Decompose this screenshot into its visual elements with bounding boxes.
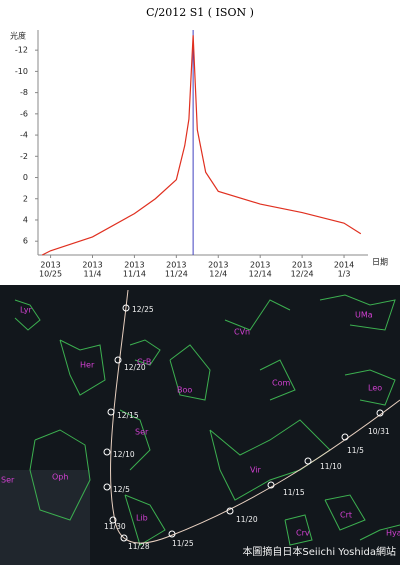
- x-tick-label: 2013: [40, 261, 60, 270]
- date-label: 12/10: [113, 450, 135, 459]
- constellation-line: [29, 429, 91, 521]
- constellation-line: [344, 369, 396, 406]
- x-tick-label: 11/24: [165, 270, 188, 279]
- x-tick-label: 11/14: [123, 270, 146, 279]
- x-tick-label: 2014: [334, 261, 354, 270]
- x-tick-label: 12/4: [209, 270, 227, 279]
- date-label: 12/25: [132, 305, 154, 314]
- orbit-point: [103, 448, 111, 456]
- orbit-point: [107, 408, 115, 416]
- constellation-line: [169, 344, 211, 401]
- constellation-label: UMa: [355, 311, 373, 320]
- date-label: 11/28: [128, 542, 150, 551]
- y-tick-label: -10: [15, 67, 28, 76]
- constellation-label: Oph: [52, 473, 68, 482]
- date-label: 11/5: [347, 446, 364, 455]
- orbit-point: [120, 534, 128, 542]
- date-labels: 12/25 12/20 12/15 12/10 12/5 11/30 11/28…: [104, 305, 390, 551]
- orbit-point: [267, 481, 275, 489]
- date-label: 11/30: [104, 522, 126, 531]
- star-map: Lyr Her CrB Boo CVn UMa Com Leo Ser Oph …: [0, 285, 400, 565]
- orbit-points: [103, 304, 384, 542]
- x-tick-label: 12/24: [291, 270, 314, 279]
- constellation-label: CrB: [137, 358, 151, 367]
- date-label: 11/20: [236, 515, 258, 524]
- y-tick-label: -8: [20, 88, 28, 97]
- constellation-label: Leo: [368, 384, 382, 393]
- x-tick-label: 2013: [166, 261, 186, 270]
- constellation-line: [59, 339, 106, 396]
- constellation-label: Boo: [177, 386, 192, 395]
- constellation-label: Vir: [250, 466, 262, 475]
- constellation-lines: [14, 294, 400, 546]
- constellation-label: Com: [272, 379, 290, 388]
- constellation-label: Ser: [1, 476, 15, 485]
- x-tick-label: 1/3: [338, 270, 351, 279]
- orbit-point: [103, 483, 111, 491]
- x-tick-label: 2013: [82, 261, 102, 270]
- y-tick-label: 6: [23, 237, 28, 246]
- y-tick-label: 4: [23, 215, 28, 224]
- y-tick-label: -4: [20, 131, 28, 140]
- x-axis-label: 日期: [372, 258, 388, 267]
- date-label: 12/15: [117, 411, 139, 420]
- orbit-point: [304, 457, 312, 465]
- date-label: 10/31: [368, 427, 390, 436]
- orbit-point: [226, 507, 234, 515]
- y-axis-label: 光度: [10, 31, 26, 41]
- credit: 本圖摘自日本Seiichi Yoshida網站: [242, 545, 396, 558]
- constellation-label: CVn: [234, 328, 250, 337]
- constellation-label: Crv: [296, 529, 310, 538]
- x-tick-label: 10/25: [39, 270, 62, 279]
- constellation-label: Lib: [136, 514, 148, 523]
- date-label: 11/25: [172, 539, 194, 548]
- orbit-point: [376, 409, 384, 417]
- milky-way: [0, 470, 90, 565]
- data-line: [41, 35, 362, 256]
- constellation-line: [319, 294, 396, 331]
- comet-orbit: [110, 289, 400, 544]
- date-label: 11/15: [283, 488, 305, 497]
- y-tick-label: -12: [15, 46, 28, 55]
- constellation-label: Crt: [340, 511, 352, 520]
- constellation-line: [359, 524, 400, 541]
- constellation-line: [224, 299, 291, 331]
- constellation-line: [284, 514, 313, 546]
- orbit-point: [168, 530, 176, 538]
- constellation-line: [14, 299, 41, 331]
- x-tick-label: 11/4: [84, 270, 102, 279]
- orbit-point: [109, 516, 117, 524]
- x-tick-label: 2013: [250, 261, 270, 270]
- x-tick-label: 2013: [124, 261, 144, 270]
- constellation-line: [119, 409, 151, 471]
- x-tick-label: 2013: [292, 261, 312, 270]
- y-tick-label: -6: [20, 109, 28, 118]
- date-label: 12/20: [124, 363, 146, 372]
- y-tick-label: 0: [23, 173, 28, 182]
- constellation-line: [324, 494, 366, 531]
- orbit-point: [122, 304, 130, 312]
- date-label: 11/10: [320, 462, 342, 471]
- constellation-label: Ser: [135, 428, 149, 437]
- constellation-line: [129, 339, 161, 366]
- constellation-label: Hya: [386, 529, 400, 538]
- constellation-labels: Lyr Her CrB Boo CVn UMa Com Leo Ser Oph …: [1, 306, 400, 538]
- constellation-line: [124, 494, 166, 546]
- constellation-line: [259, 359, 296, 401]
- y-tick-label: -2: [20, 152, 28, 161]
- y-tick-label: 2: [23, 194, 28, 203]
- constellation-label: Her: [80, 361, 95, 370]
- chart-title: C/2012 S1 ( ISON ): [146, 6, 254, 19]
- constellation-label: Lyr: [20, 306, 32, 315]
- orbit-point: [341, 433, 349, 441]
- x-tick-label: 12/14: [249, 270, 272, 279]
- date-label: 12/5: [113, 485, 130, 494]
- orbit-point: [114, 356, 122, 364]
- x-tick-label: 2013: [208, 261, 228, 270]
